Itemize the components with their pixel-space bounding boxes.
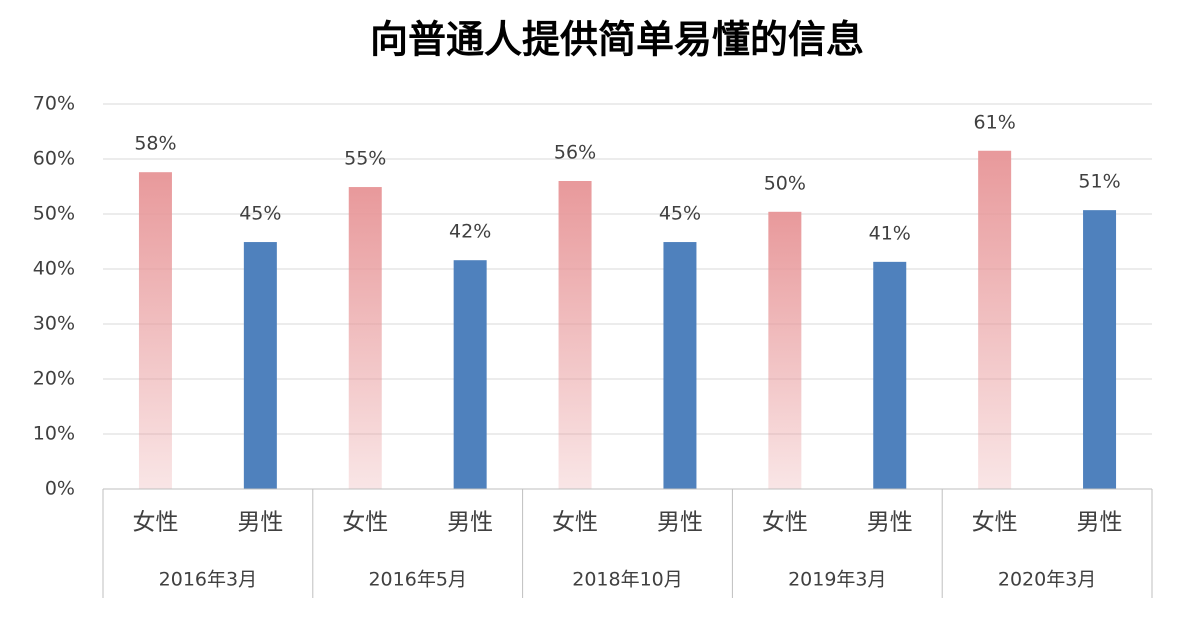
y-tick-label: 0% (45, 478, 75, 500)
x-sub-label: 女性 (762, 510, 808, 536)
data-label: 41% (869, 222, 911, 244)
x-sub-label: 男性 (447, 510, 493, 536)
x-sub-label: 女性 (342, 510, 388, 536)
bar (243, 242, 277, 489)
y-tick-label: 10% (33, 423, 75, 445)
data-label: 50% (764, 172, 806, 194)
bar (768, 211, 802, 490)
chart-title: 向普通人提供简单易懂的信息 (370, 18, 864, 62)
bar (1083, 210, 1117, 489)
data-label: 58% (134, 133, 176, 155)
x-sub-label: 男性 (867, 510, 913, 536)
x-sub-label: 男性 (657, 510, 703, 536)
y-tick-label: 70% (33, 93, 75, 115)
bar (663, 242, 697, 489)
bar (348, 187, 382, 490)
x-sub-label: 男性 (237, 510, 283, 536)
x-sub-label: 女性 (552, 510, 598, 536)
x-tick-label: 2019年3月 (788, 569, 886, 591)
data-label: 56% (554, 142, 596, 164)
data-label: 51% (1078, 171, 1120, 193)
x-tick-label: 2018年10月 (572, 569, 683, 591)
x-sub-label: 女性 (132, 510, 178, 536)
bar (138, 172, 172, 489)
bar (453, 260, 487, 489)
x-tick-label: 2016年3月 (159, 569, 257, 591)
y-tick-label: 50% (33, 203, 75, 225)
x-tick-label: 2020年3月 (998, 569, 1096, 591)
y-tick-label: 20% (33, 368, 75, 390)
x-sub-label: 女性 (972, 510, 1018, 536)
data-label: 61% (974, 111, 1016, 133)
data-label: 45% (659, 203, 701, 225)
data-label: 55% (344, 148, 386, 170)
y-tick-label: 40% (33, 258, 75, 280)
y-tick-label: 60% (33, 148, 75, 170)
data-label: 42% (449, 221, 491, 243)
x-tick-label: 2016年5月 (368, 569, 466, 591)
x-sub-label: 男性 (1077, 510, 1123, 536)
y-tick-label: 30% (33, 313, 75, 335)
data-label: 45% (239, 203, 281, 225)
bar (873, 261, 907, 489)
bar (978, 150, 1012, 489)
bar (558, 181, 592, 489)
